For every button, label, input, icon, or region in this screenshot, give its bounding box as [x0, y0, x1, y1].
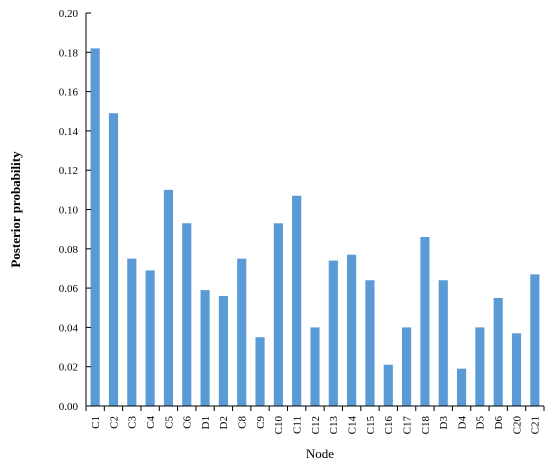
x-tick-label: C4: [145, 416, 157, 429]
bar-c6: [182, 223, 192, 406]
bar-c13: [328, 260, 338, 406]
x-tick-label: C6: [182, 416, 194, 429]
x-tick-label: C1: [90, 416, 102, 429]
bars: [90, 48, 540, 407]
y-tick-label: 0.02: [59, 362, 78, 374]
x-tick-label: D3: [438, 416, 450, 430]
x-tick-label: D5: [475, 416, 487, 430]
x-tick-label: D2: [218, 416, 230, 429]
bar-c15: [365, 280, 375, 406]
x-tick-label: C5: [163, 416, 175, 429]
bar-d1: [200, 290, 210, 406]
y-tick-label: 0.20: [59, 8, 79, 20]
x-tick-label: C20: [511, 416, 523, 435]
bar-c1: [90, 48, 100, 407]
x-tick-label: D6: [493, 416, 505, 430]
x-tick-label: C2: [108, 416, 120, 429]
y-tick-label: 0.18: [59, 47, 79, 59]
bar-c20: [511, 333, 522, 406]
bar-c10: [273, 223, 283, 406]
bar-d5: [475, 327, 485, 406]
bar-c9: [255, 337, 265, 406]
y-tick-label: 0.12: [59, 165, 78, 177]
bar-c3: [127, 258, 137, 406]
y-axis-ticks: 0.00 0.02 0.04 0.06 0.08 0.10 0.12 0.14 0.16 0.18…: [59, 8, 91, 413]
x-axis-title: Node: [306, 446, 334, 461]
x-tick-label: C11: [292, 416, 304, 434]
y-tick-label: 0.16: [59, 87, 79, 99]
x-tick-label: C13: [328, 416, 340, 435]
bar-d2: [218, 295, 228, 406]
bar-c18: [420, 237, 430, 406]
x-tick-label: D1: [200, 416, 212, 429]
x-tick-label: D4: [456, 416, 468, 430]
bar-c21: [530, 274, 540, 406]
bar-c11: [292, 195, 302, 406]
x-tick-label: C21: [530, 416, 542, 434]
bar-d6: [493, 297, 503, 406]
bar-c17: [402, 327, 412, 406]
x-tick-label: C17: [401, 416, 413, 435]
bar-c4: [145, 270, 155, 406]
y-tick-label: 0.08: [59, 244, 79, 256]
x-tick-label: C9: [255, 416, 267, 429]
x-tick-label: C3: [127, 416, 139, 429]
x-tick-label: C16: [383, 416, 395, 435]
y-tick-label: 0.14: [59, 126, 79, 138]
x-tick-label: C18: [420, 416, 432, 435]
bar-d3: [438, 280, 448, 406]
y-axis-title: Posterior probability: [8, 151, 23, 268]
y-tick-label: 0.00: [59, 401, 79, 413]
bar-c14: [347, 254, 357, 406]
x-tick-label: C8: [237, 416, 249, 429]
bar-c5: [163, 189, 174, 406]
x-tick-label: C14: [346, 416, 358, 435]
y-tick-label: 0.04: [59, 322, 79, 334]
x-axis-ticks: C1 C2 C3 C4 C5 C6 D1 D2 C8 C9 C10 C11 C12 C13 C14 C15 C1…: [85, 406, 545, 435]
bar-c2: [108, 113, 119, 406]
bar-c16: [383, 364, 393, 406]
x-tick-label: C15: [365, 416, 377, 435]
y-tick-label: 0.10: [59, 205, 79, 217]
x-tick-label: C10: [273, 416, 285, 435]
bar-c8: [237, 258, 247, 406]
bar-d4: [456, 368, 467, 406]
x-tick-label: C12: [310, 416, 322, 434]
bar-c12: [310, 327, 320, 406]
y-tick-label: 0.06: [59, 283, 79, 295]
